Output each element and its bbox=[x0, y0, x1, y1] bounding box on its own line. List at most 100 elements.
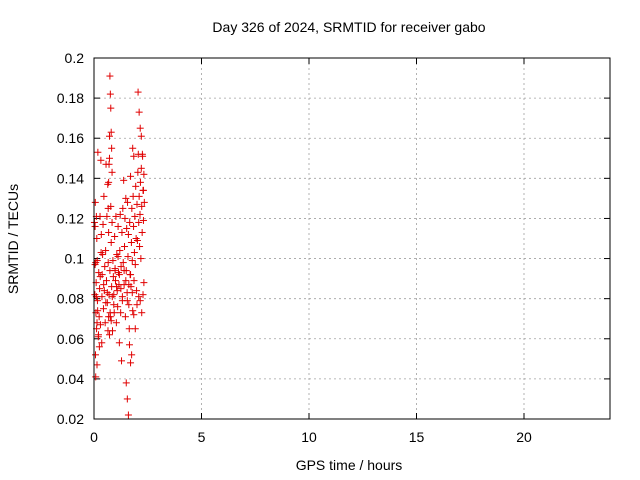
data-point bbox=[121, 214, 129, 222]
x-axis-label: GPS time / hours bbox=[296, 457, 403, 473]
data-point bbox=[93, 297, 101, 305]
data-point bbox=[139, 291, 147, 299]
data-point bbox=[125, 281, 133, 289]
data-point bbox=[121, 313, 129, 321]
data-point bbox=[107, 104, 115, 112]
data-point bbox=[112, 277, 119, 285]
x-tick-label: 0 bbox=[90, 429, 98, 445]
data-point bbox=[112, 319, 120, 327]
data-point bbox=[137, 255, 145, 263]
data-point bbox=[115, 271, 123, 279]
data-point bbox=[95, 313, 103, 321]
data-point bbox=[119, 259, 127, 267]
x-tick-label: 15 bbox=[409, 429, 425, 445]
grid-lines bbox=[94, 58, 610, 419]
data-point bbox=[125, 301, 133, 309]
data-point bbox=[130, 277, 138, 285]
data-point bbox=[117, 285, 125, 293]
data-point bbox=[95, 331, 103, 339]
data-point bbox=[131, 325, 139, 333]
tick-labels: 0.02 0.04 0.06 0.08 0.1 0.12 0.14 0.16 0.18 0.2 0 5… bbox=[57, 50, 532, 445]
data-point bbox=[130, 249, 138, 257]
data-point bbox=[108, 168, 116, 176]
data-point bbox=[133, 200, 141, 208]
data-point bbox=[114, 303, 122, 311]
data-point bbox=[130, 222, 138, 230]
data-point bbox=[105, 178, 113, 186]
data-point bbox=[117, 309, 125, 317]
data-point bbox=[108, 144, 116, 152]
data-point bbox=[110, 301, 118, 309]
y-tick-label: 0.04 bbox=[57, 371, 84, 387]
y-tick-label: 0.12 bbox=[57, 210, 84, 226]
data-point bbox=[135, 293, 143, 301]
data-point bbox=[108, 218, 116, 226]
data-point bbox=[105, 154, 113, 162]
data-point bbox=[99, 220, 107, 228]
data-point bbox=[116, 247, 124, 255]
x-tick-label: 10 bbox=[301, 429, 317, 445]
y-tick-label: 0.08 bbox=[57, 291, 84, 307]
data-point bbox=[104, 259, 112, 267]
data-point bbox=[94, 148, 102, 156]
data-point bbox=[113, 283, 121, 291]
data-point bbox=[127, 172, 135, 180]
data-point bbox=[92, 373, 100, 381]
data-point bbox=[137, 132, 145, 140]
data-point bbox=[133, 237, 141, 245]
data-point bbox=[94, 307, 102, 315]
data-point bbox=[128, 204, 136, 212]
y-axis-label: SRMTID / TECUs bbox=[5, 184, 21, 294]
data-point bbox=[122, 194, 130, 202]
data-point bbox=[120, 176, 128, 184]
axis-ticks bbox=[93, 57, 610, 420]
data-point bbox=[133, 301, 141, 309]
data-point bbox=[138, 202, 146, 210]
data-point bbox=[138, 309, 146, 317]
data-point bbox=[139, 216, 147, 224]
data-point bbox=[114, 253, 122, 261]
data-point bbox=[122, 277, 130, 285]
data-point bbox=[118, 228, 126, 236]
data-point bbox=[109, 273, 117, 281]
data-point bbox=[139, 186, 147, 194]
data-point bbox=[124, 198, 132, 206]
data-point bbox=[92, 259, 100, 267]
data-point bbox=[107, 239, 115, 247]
data-point bbox=[138, 150, 146, 158]
data-point bbox=[105, 228, 113, 236]
data-point bbox=[135, 218, 143, 226]
data-point bbox=[103, 289, 111, 297]
data-point bbox=[128, 257, 136, 265]
plot-frame bbox=[93, 57, 611, 420]
data-point bbox=[135, 108, 143, 116]
data-point bbox=[114, 222, 122, 230]
data-point bbox=[106, 90, 114, 98]
data-point bbox=[140, 198, 148, 206]
data-point bbox=[117, 263, 125, 271]
data-point bbox=[98, 339, 106, 347]
data-point bbox=[129, 144, 137, 152]
data-point bbox=[129, 192, 137, 200]
data-point bbox=[107, 128, 115, 136]
data-point bbox=[115, 339, 123, 347]
data-point bbox=[128, 351, 136, 359]
data-point bbox=[91, 222, 99, 230]
data-point bbox=[132, 182, 140, 190]
data-point bbox=[93, 361, 101, 369]
data-point bbox=[130, 311, 138, 319]
data-point bbox=[127, 239, 135, 247]
data-point bbox=[113, 287, 121, 295]
data-point bbox=[105, 331, 113, 339]
data-point bbox=[131, 261, 139, 269]
data-point bbox=[136, 297, 144, 305]
data-point bbox=[91, 198, 99, 206]
data-point bbox=[106, 72, 114, 80]
x-tick-label: 20 bbox=[516, 429, 532, 445]
data-point bbox=[122, 379, 130, 387]
data-point bbox=[102, 277, 110, 285]
data-point bbox=[125, 341, 133, 349]
data-point bbox=[92, 351, 100, 359]
data-point bbox=[116, 210, 124, 218]
data-point bbox=[106, 309, 114, 317]
